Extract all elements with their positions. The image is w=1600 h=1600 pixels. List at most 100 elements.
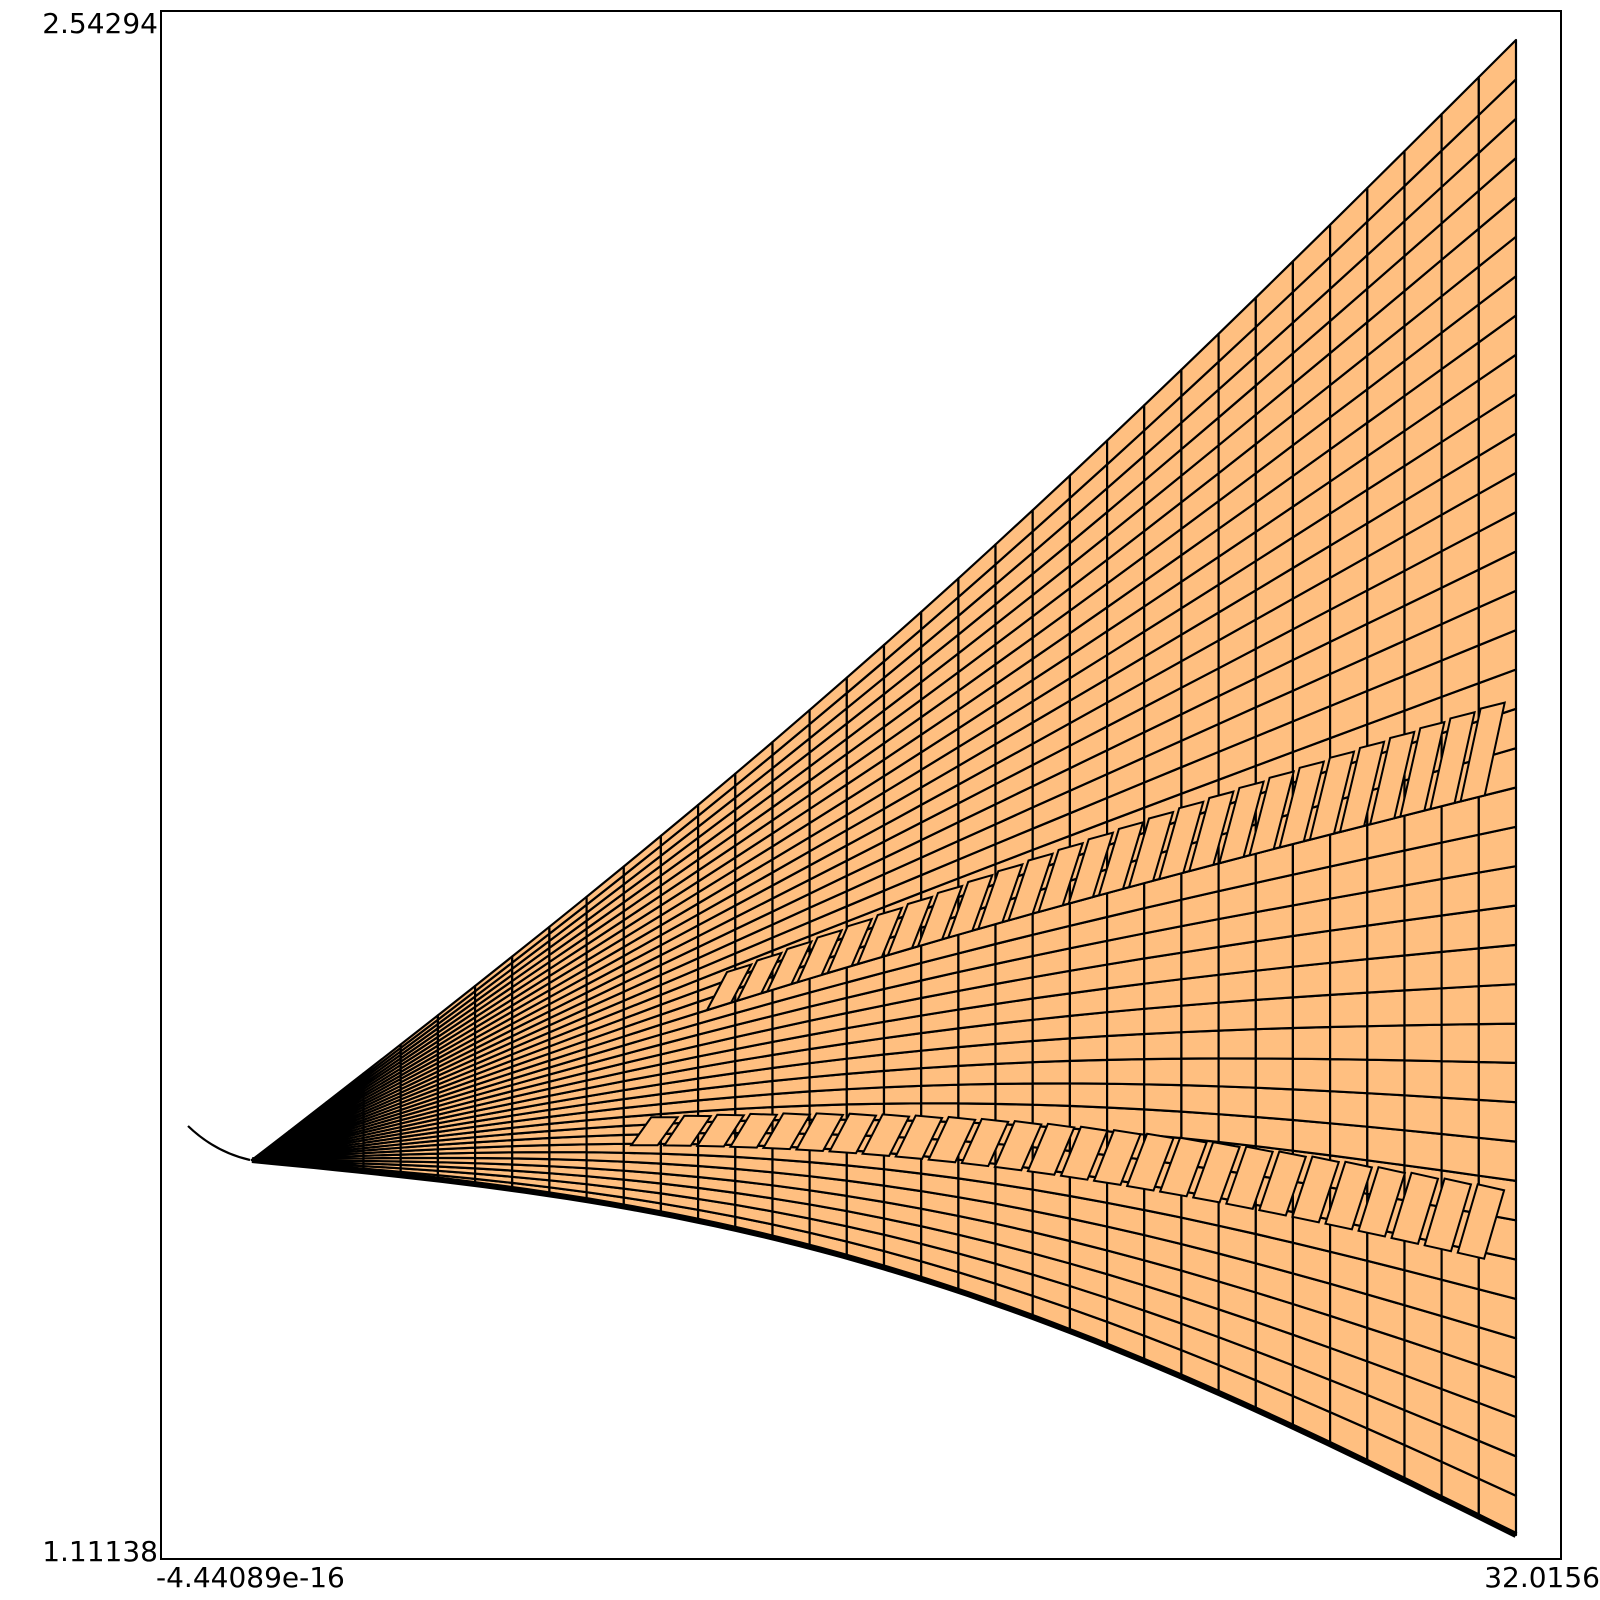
mesh-fin (886, 895, 934, 957)
mesh-cell (1291, 993, 1332, 1030)
mesh-cell (1217, 998, 1257, 1032)
mesh-fin (825, 917, 874, 975)
mesh-cell (1291, 1118, 1332, 1157)
mesh-cell (1440, 1096, 1480, 1139)
x-axis-max-label: 32.0156 (1484, 1561, 1600, 1594)
mesh-cell (1143, 1083, 1183, 1113)
mesh-cell (1105, 1007, 1146, 1038)
mesh-cell (1328, 1122, 1369, 1162)
mesh-fin (1127, 810, 1175, 889)
mesh-cell (1440, 1132, 1480, 1177)
mesh-cell (1068, 1034, 1109, 1063)
mesh-cell (1328, 991, 1369, 1029)
mesh-fin (1291, 1155, 1341, 1224)
mesh-fin (1429, 710, 1476, 811)
mesh-fin (1158, 1136, 1208, 1198)
mesh-cell (1403, 950, 1443, 992)
mesh-cell (1477, 1060, 1518, 1104)
mesh-cell (1031, 1082, 1072, 1108)
mesh-fin (827, 1112, 878, 1155)
mesh-fin (795, 928, 844, 984)
mesh-fin (993, 1120, 1043, 1172)
mesh-cell (1403, 1023, 1443, 1063)
mesh-fin (1125, 1132, 1175, 1192)
mesh-fin (1092, 1128, 1142, 1187)
mesh-cell (1328, 957, 1369, 997)
mesh-cell (1254, 996, 1295, 1031)
mesh-cell (1403, 1059, 1443, 1099)
mesh-cell (1217, 1057, 1257, 1089)
mesh-cell (1254, 1057, 1295, 1091)
mesh-cell (1254, 1115, 1295, 1152)
mesh-cell (1291, 961, 1332, 999)
mesh-fin (861, 1113, 911, 1157)
mesh-cell (1403, 914, 1443, 957)
mesh-fin (1456, 1183, 1506, 1260)
mesh-cell (1291, 1057, 1332, 1093)
mesh-cell (1440, 1022, 1480, 1064)
mesh-cell (1143, 1057, 1183, 1087)
mesh-cell (1477, 1098, 1518, 1143)
mesh-fin (927, 1115, 977, 1164)
mesh-cell (1328, 1057, 1369, 1095)
mesh-cell (1180, 1110, 1220, 1144)
mesh-fin (946, 873, 994, 940)
mesh-fin (735, 951, 784, 1003)
mesh-cell (1366, 954, 1406, 994)
mesh-fin (1459, 701, 1507, 803)
mesh-cell (1403, 1094, 1443, 1136)
mesh-fin (761, 1112, 812, 1151)
mesh-fin (629, 1116, 680, 1147)
mesh-fin (1067, 831, 1115, 906)
mesh-cell (1477, 983, 1518, 1026)
mesh-cell (920, 1083, 960, 1105)
mesh-apex-curve (187, 1125, 251, 1162)
mesh-cell (1143, 1004, 1183, 1036)
mesh-fin (765, 939, 814, 994)
mesh-cell (1477, 904, 1518, 950)
mesh-cell (1180, 1029, 1220, 1060)
mesh-cell (1105, 1082, 1146, 1111)
mesh-fin (1390, 1171, 1440, 1245)
mesh-fin (1324, 1160, 1374, 1231)
mesh-fin (976, 862, 1024, 931)
mesh-cell (1477, 38, 1518, 117)
mesh-cell (1328, 1090, 1369, 1128)
mesh-fin (1257, 1150, 1308, 1217)
mesh-fin (794, 1112, 845, 1153)
mesh-fin (894, 1114, 944, 1160)
mesh-cell (1068, 1082, 1109, 1109)
mesh-cell (1143, 1031, 1183, 1061)
mesh-cell (1105, 1032, 1146, 1062)
mesh-fin (1278, 760, 1326, 849)
mesh-fin (1357, 1166, 1407, 1238)
mesh-cell (1477, 1022, 1518, 1065)
mesh-fin (1006, 852, 1055, 922)
mesh-cell (994, 1082, 1034, 1106)
mesh-fin (1368, 730, 1416, 826)
mesh-fin (1338, 740, 1386, 834)
mesh-fin (1224, 1145, 1275, 1210)
mesh-cell (1254, 965, 1295, 1002)
mesh-cell (1105, 1106, 1146, 1136)
mesh-cell (1328, 924, 1369, 964)
mesh-cell (1254, 1026, 1295, 1060)
mesh-cell (1366, 1092, 1406, 1132)
mesh-fin (1037, 841, 1085, 914)
mesh-cell (1477, 943, 1518, 988)
mesh-cell (1217, 1085, 1257, 1119)
mesh-cell (1477, 865, 1518, 912)
mesh-cell (1366, 1058, 1406, 1097)
mesh-fin (662, 1114, 713, 1147)
mesh-fin (695, 1113, 746, 1148)
mesh-fin (855, 906, 904, 966)
mesh-fin (1026, 1122, 1076, 1176)
mesh-cell (1291, 1088, 1332, 1125)
mesh-cell (1217, 969, 1257, 1004)
mesh-cell (1105, 1057, 1146, 1086)
mesh-cell (1217, 1028, 1257, 1060)
mesh-cell (994, 1061, 1034, 1086)
y-axis-min-label: 1.11138 (42, 1535, 158, 1568)
mesh-fin (1217, 780, 1266, 865)
